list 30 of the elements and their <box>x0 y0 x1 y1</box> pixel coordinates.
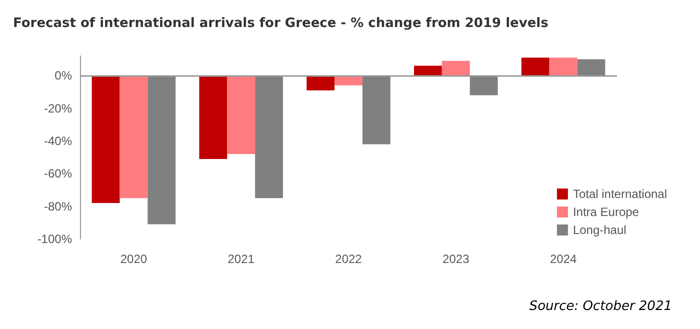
x-tick-label: 2024 <box>550 252 577 266</box>
bar <box>92 76 120 204</box>
x-tick-label: 2022 <box>335 252 362 266</box>
legend-label: Total international <box>572 187 667 201</box>
bar <box>521 58 550 76</box>
bar <box>362 76 390 144</box>
bar <box>414 66 442 76</box>
bar <box>120 76 148 198</box>
y-tick-label: -80% <box>44 199 72 214</box>
y-tick-label: 0% <box>54 68 72 83</box>
y-tick-label: -60% <box>44 166 72 181</box>
y-tick-label: -40% <box>44 134 72 148</box>
y-tick-label: -100% <box>37 232 72 246</box>
source-note: Source: October 2021 <box>529 299 672 314</box>
chart-title: Forecast of international arrivals for Greece - % change from 2019 levels <box>13 16 549 31</box>
bar <box>227 76 256 154</box>
y-tick-label: -20% <box>44 101 72 116</box>
bar <box>306 76 335 90</box>
bar <box>549 58 578 76</box>
bar <box>255 76 283 198</box>
bar <box>442 60 470 76</box>
bar <box>577 59 606 76</box>
legend-label: Long-haul <box>572 223 626 237</box>
bar <box>199 76 228 159</box>
x-tick-label: 2021 <box>228 252 255 266</box>
bar <box>148 76 176 224</box>
x-tick-label: 2023 <box>442 252 470 266</box>
bar <box>470 76 498 96</box>
x-tick-label: 2020 <box>120 252 148 266</box>
legend-label: Intra Europe <box>572 205 640 219</box>
